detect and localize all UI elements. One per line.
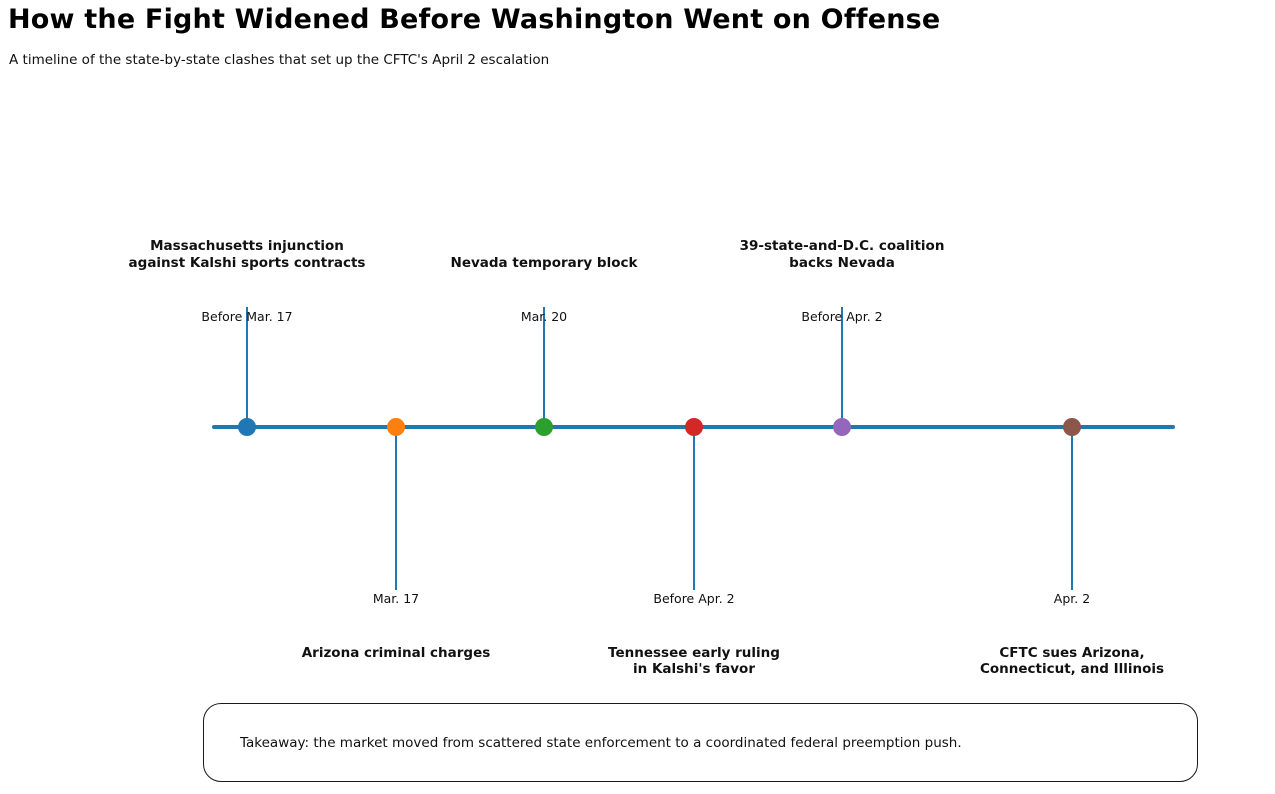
event-date: Mar. 20 [520, 309, 568, 324]
page-subtitle: A timeline of the state-by-state clashes… [9, 52, 550, 68]
event-date: Before Mar. 17 [201, 309, 293, 324]
takeaway-text: Takeaway: the market moved from scattere… [240, 734, 962, 751]
event-date: Before Apr. 2 [653, 591, 735, 606]
event-label-text: 39-state-and-D.C. coalition backs Nevada [739, 238, 945, 271]
event-label: CFTC sues Arizona, Connecticut, and Illi… [979, 645, 1165, 678]
event-dot [238, 418, 256, 436]
event-stem [245, 307, 249, 427]
event-stem [1070, 427, 1074, 590]
event-stem [692, 427, 696, 590]
event-dot [685, 418, 703, 436]
event-label-text: Nevada temporary block [450, 254, 638, 271]
event-label-text: Massachusetts injunction against Kalshi … [128, 238, 366, 271]
event-date: Mar. 17 [372, 591, 420, 606]
event-stem [542, 307, 546, 427]
event-label: Arizona criminal charges [301, 645, 491, 661]
event-label: 39-state-and-D.C. coalition backs Nevada [672, 230, 1012, 271]
event-dot [833, 418, 851, 436]
page-title: How the Fight Widened Before Washington … [8, 4, 941, 35]
event-label: Tennessee early ruling in Kalshi's favor [608, 645, 780, 678]
event-label: Nevada temporary block [374, 230, 714, 271]
takeaway-box: Takeaway: the market moved from scattere… [203, 703, 1198, 782]
event-dot [387, 418, 405, 436]
event-date: Apr. 2 [1053, 591, 1091, 606]
event-stem [394, 427, 398, 590]
event-label: Massachusetts injunction against Kalshi … [77, 230, 417, 271]
event-stem [840, 307, 844, 427]
event-date: Before Apr. 2 [801, 309, 883, 324]
event-dot [535, 418, 553, 436]
event-dot [1063, 418, 1081, 436]
